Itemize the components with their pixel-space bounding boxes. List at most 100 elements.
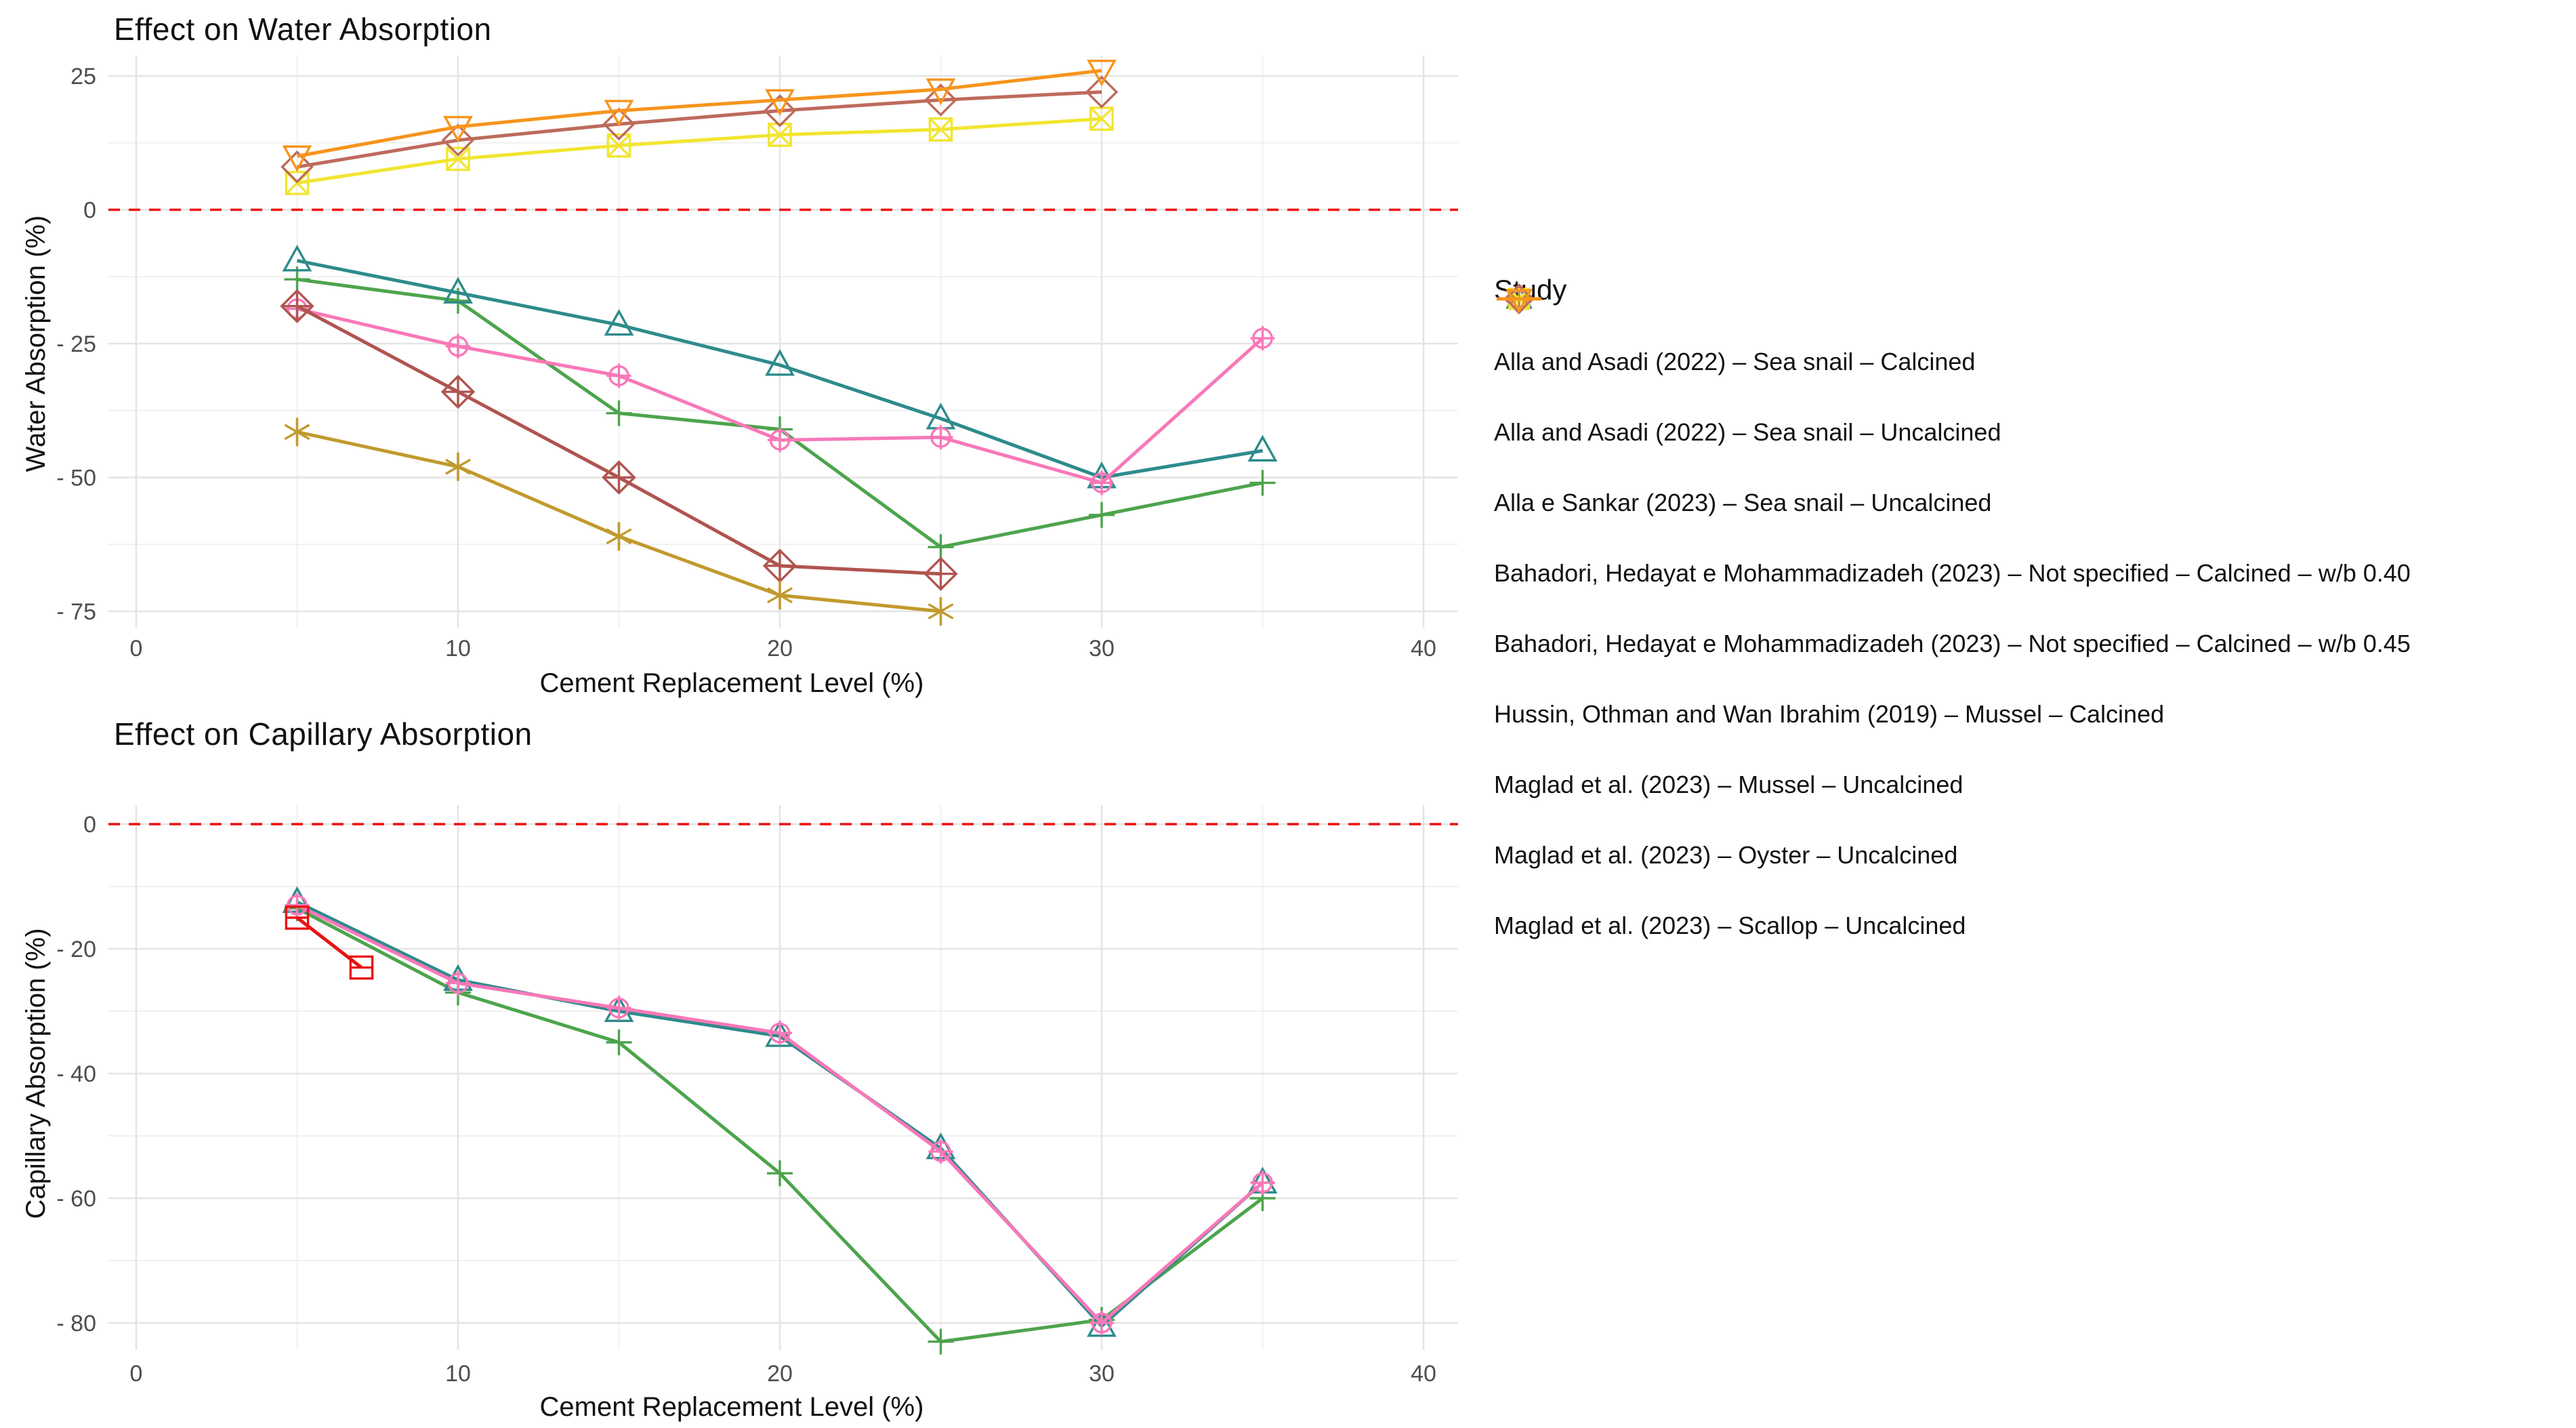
x-tick-label: 20 bbox=[767, 1361, 793, 1387]
x-tick-label: 0 bbox=[130, 1361, 143, 1387]
x-tick-label: 10 bbox=[445, 636, 471, 661]
marker-circle-plus bbox=[445, 971, 471, 996]
y-tick-label: - 80 bbox=[56, 1311, 96, 1337]
marker-triangle-down bbox=[604, 100, 634, 127]
legend-entry-label: Alla e Sankar (2023) – Sea snail – Uncal… bbox=[1494, 489, 1992, 516]
y-tick-label: - 40 bbox=[56, 1061, 96, 1087]
series-3 bbox=[280, 289, 958, 591]
legend-entry-label: Hussin, Othman and Wan Ibrahim (2019) – … bbox=[1494, 700, 2165, 728]
marker-asterisk bbox=[284, 417, 310, 447]
legend-entry-label: Maglad et al. (2023) – Mussel – Uncalcin… bbox=[1494, 771, 1964, 798]
legend-entry: Maglad et al. (2023) – Oyster – Uncalcin… bbox=[1494, 284, 2575, 891]
x-tick-label: 10 bbox=[445, 1361, 471, 1387]
marker-square-x bbox=[446, 146, 470, 171]
x-tick-label: 0 bbox=[130, 636, 143, 661]
y-tick-label: 0 bbox=[83, 812, 96, 838]
legend-entry-label: Bahadori, Hedayat e Mohammadizadeh (2023… bbox=[1494, 630, 2411, 657]
series-7 bbox=[282, 60, 1117, 172]
marker-plus bbox=[928, 534, 954, 560]
marker-triangle-down bbox=[1505, 289, 1533, 314]
marker-asterisk bbox=[606, 522, 632, 551]
legend-entry-label: Alla and Asadi (2022) – Sea snail – Calc… bbox=[1494, 348, 1976, 375]
marker-triangle-up bbox=[604, 308, 634, 336]
series-4 bbox=[284, 417, 954, 626]
marker-circle-plus bbox=[1250, 1170, 1275, 1196]
marker-square-x bbox=[606, 133, 631, 158]
marker-plus bbox=[606, 1029, 632, 1055]
y-tick-label: - 75 bbox=[56, 599, 96, 625]
marker-diamond-plus bbox=[280, 289, 314, 323]
y-tick-label: - 50 bbox=[56, 466, 96, 491]
marker-diamond-plus bbox=[602, 460, 636, 495]
triangle-down-legend-marker-icon bbox=[1497, 289, 1541, 314]
gridlines bbox=[108, 805, 1458, 1350]
marker-diamond bbox=[924, 83, 957, 117]
series-5 bbox=[285, 106, 1114, 195]
marker-circle-plus bbox=[606, 363, 631, 388]
marker-circle-plus bbox=[767, 428, 793, 453]
y-tick-label: - 20 bbox=[56, 937, 96, 962]
legend-entry: Maglad et al. (2023) – Scallop – Uncalci… bbox=[1494, 289, 2575, 961]
gridlines bbox=[108, 56, 1458, 628]
legend-entry-label: Maglad et al. (2023) – Oyster – Uncalcin… bbox=[1494, 841, 1958, 869]
x-tick-label: 30 bbox=[1089, 1361, 1115, 1387]
marker-diamond bbox=[1085, 75, 1119, 108]
legend: Study Alla and Asadi (2022) – Sea snail … bbox=[1494, 274, 2575, 961]
y-tick-label: - 60 bbox=[56, 1186, 96, 1212]
capillary-absorption-chart: Effect on Capillary Absorption Capillary… bbox=[0, 705, 1463, 1428]
marker-diamond-plus bbox=[762, 548, 797, 584]
legend-entry-label: Maglad et al. (2023) – Scallop – Uncalci… bbox=[1494, 912, 1966, 939]
marker-circle-plus bbox=[285, 893, 310, 918]
marker-circle-plus bbox=[928, 1139, 953, 1164]
marker-diamond bbox=[281, 150, 314, 184]
y-tick-label: 25 bbox=[70, 64, 96, 89]
legend-entry: Maglad et al. (2023) – Mussel – Uncalcin… bbox=[1494, 287, 2575, 820]
water-absorption-chart: Effect on Water Absorption Water Absorpt… bbox=[0, 0, 1463, 705]
legend-entry: Alla and Asadi (2022) – Sea snail – Unca… bbox=[1494, 284, 2575, 468]
marker-triangle-down bbox=[1087, 60, 1117, 87]
legend-entry: Alla and Asadi (2022) – Sea snail – Calc… bbox=[1494, 287, 2575, 397]
legend-entry: Alla e Sankar (2023) – Sea snail – Uncal… bbox=[1494, 287, 2575, 538]
marker-triangle-down bbox=[282, 145, 312, 172]
x-tick-label: 30 bbox=[1089, 636, 1115, 661]
marker-triangle-up bbox=[282, 245, 312, 272]
marker-triangle-up bbox=[765, 1020, 795, 1047]
marker-plus bbox=[1089, 502, 1115, 528]
x-tick-label: 20 bbox=[767, 636, 793, 661]
legend-entry: Hussin, Othman and Wan Ibrahim (2019) – … bbox=[1494, 287, 2575, 750]
legend-entry-label: Alla and Asadi (2022) – Sea snail – Unca… bbox=[1494, 418, 2001, 446]
marker-circle-plus bbox=[928, 425, 953, 450]
marker-asterisk bbox=[928, 597, 954, 626]
y-tick-label: - 25 bbox=[56, 331, 96, 357]
marker-plus bbox=[606, 400, 632, 426]
legend-title: Study bbox=[1494, 274, 1567, 306]
capillary-chart-plot-area: 0 10 20 30 40 0 - 20 - 40 - 60 - 80 bbox=[56, 805, 1458, 1387]
legend-entry: Bahadori, Hedayat e Mohammadizadeh (2023… bbox=[1494, 286, 2575, 679]
capillary-x-axis-title: Cement Replacement Level (%) bbox=[539, 1392, 924, 1422]
capillary-chart-title: Effect on Capillary Absorption bbox=[114, 716, 533, 752]
water-chart-title: Effect on Water Absorption bbox=[114, 12, 492, 47]
marker-diamond-plus bbox=[440, 374, 476, 409]
marker-diamond-plus bbox=[923, 556, 958, 591]
marker-square-plus bbox=[349, 955, 374, 980]
water-chart-plot-area: 0 10 20 30 40 25 0 - 25 - 50 - 75 bbox=[56, 56, 1458, 661]
marker-plus bbox=[1249, 470, 1276, 496]
series-6 bbox=[281, 75, 1119, 184]
marker-triangle-up bbox=[443, 277, 473, 304]
marker-asterisk bbox=[767, 581, 793, 610]
marker-circle-plus bbox=[767, 1021, 793, 1046]
marker-triangle-down bbox=[765, 89, 795, 117]
tick-labels: 0 10 20 30 40 25 0 - 25 - 50 - 75 bbox=[56, 64, 1436, 661]
marker-circle-plus bbox=[1089, 470, 1115, 495]
marker-plus bbox=[928, 1328, 954, 1355]
marker-square-x bbox=[768, 123, 792, 147]
x-tick-label: 40 bbox=[1411, 1361, 1436, 1387]
marker-square-plus bbox=[285, 905, 310, 930]
legend-entries: Alla and Asadi (2022) – Sea snail – Calc… bbox=[1494, 283, 2575, 961]
legend-entry: Bahadori, Hedayat e Mohammadizadeh (2023… bbox=[1494, 283, 2575, 609]
marker-circle-plus bbox=[1250, 326, 1275, 351]
marker-plus bbox=[767, 1160, 793, 1187]
marker-triangle-down bbox=[926, 78, 956, 106]
marker-diamond bbox=[763, 94, 797, 127]
